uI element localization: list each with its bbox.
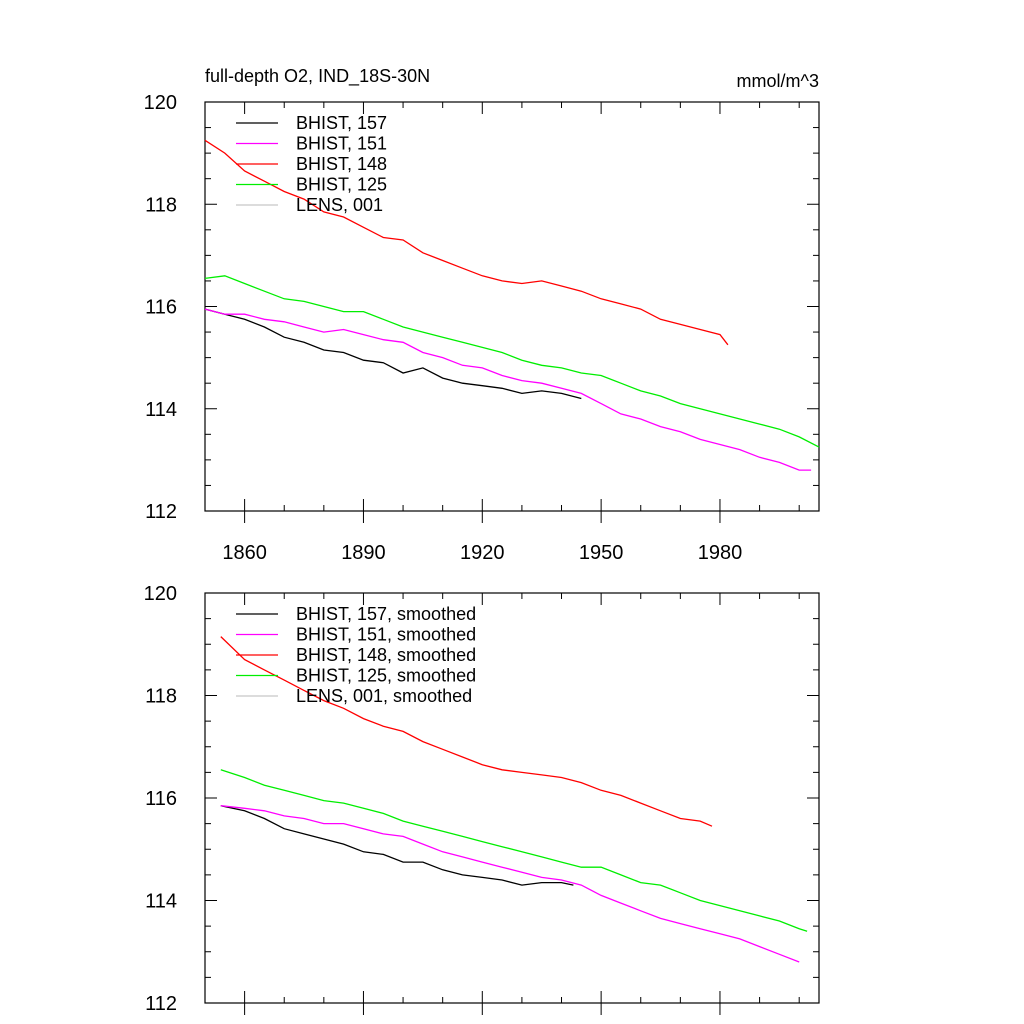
y-tick-label: 116 <box>145 788 177 810</box>
legend-label: BHIST, 125 <box>296 175 387 195</box>
legend-label: BHIST, 151, smoothed <box>296 625 476 645</box>
series-line-1 <box>220 805 800 963</box>
y-tick-label: 112 <box>145 993 177 1015</box>
series-line-0 <box>204 308 582 400</box>
legend-label: BHIST, 157, smoothed <box>296 604 476 624</box>
legend-label: BHIST, 148 <box>296 154 387 174</box>
chart-units: mmol/m^3 <box>737 71 819 91</box>
legend-label: BHIST, 125, smoothed <box>296 666 476 686</box>
y-tick-label: 118 <box>145 686 177 708</box>
x-tick-label: 1890 <box>341 542 386 564</box>
series-line-1 <box>204 308 812 471</box>
y-tick-label: 118 <box>145 194 177 216</box>
y-tick-label: 116 <box>145 297 177 319</box>
chart-panel-top: 112 114 116 118 120 1860 1890 1920 1950 1980 BHIST… <box>144 92 820 564</box>
legend-label: BHIST, 157 <box>296 113 387 133</box>
y-tick-label: 120 <box>144 583 177 605</box>
series-line-2 <box>204 139 729 346</box>
series-line-3 <box>204 275 820 448</box>
series-line-0 <box>220 805 574 886</box>
y-tick-label: 114 <box>145 891 177 913</box>
series-line-3 <box>220 769 808 932</box>
legend-label: BHIST, 148, smoothed <box>296 645 476 665</box>
legend-label: LENS, 001, smoothed <box>296 686 472 706</box>
x-tick-label: 1920 <box>460 542 505 564</box>
y-tick-label: 114 <box>145 399 177 421</box>
x-tick-label: 1860 <box>222 542 267 564</box>
chart-title: full-depth O2, IND_18S-30N <box>205 66 430 87</box>
x-tick-label: 1950 <box>579 542 624 564</box>
x-tick-label: 1980 <box>698 542 743 564</box>
legend-label: BHIST, 151 <box>296 134 387 154</box>
y-tick-label: 112 <box>145 501 177 523</box>
y-tick-label: 120 <box>144 92 177 114</box>
series-line-2 <box>220 636 713 827</box>
legend-label: LENS, 001 <box>296 195 383 215</box>
